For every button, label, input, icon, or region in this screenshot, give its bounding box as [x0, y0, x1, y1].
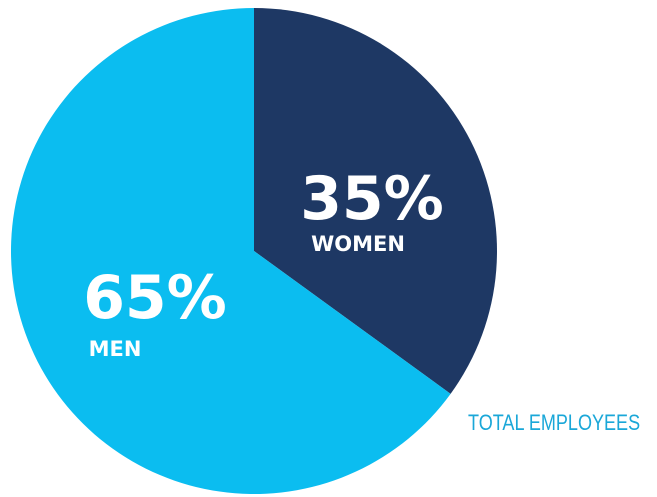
men-percent-label: 65%	[83, 263, 227, 333]
men-category-label: MEN	[89, 337, 142, 361]
chart-caption: TOTAL EMPLOYEES	[468, 410, 641, 435]
women-percent-label: 35%	[300, 164, 444, 234]
slice-women	[254, 8, 497, 394]
slice-men	[10, 8, 451, 495]
women-category-label: WOMEN	[311, 232, 405, 256]
